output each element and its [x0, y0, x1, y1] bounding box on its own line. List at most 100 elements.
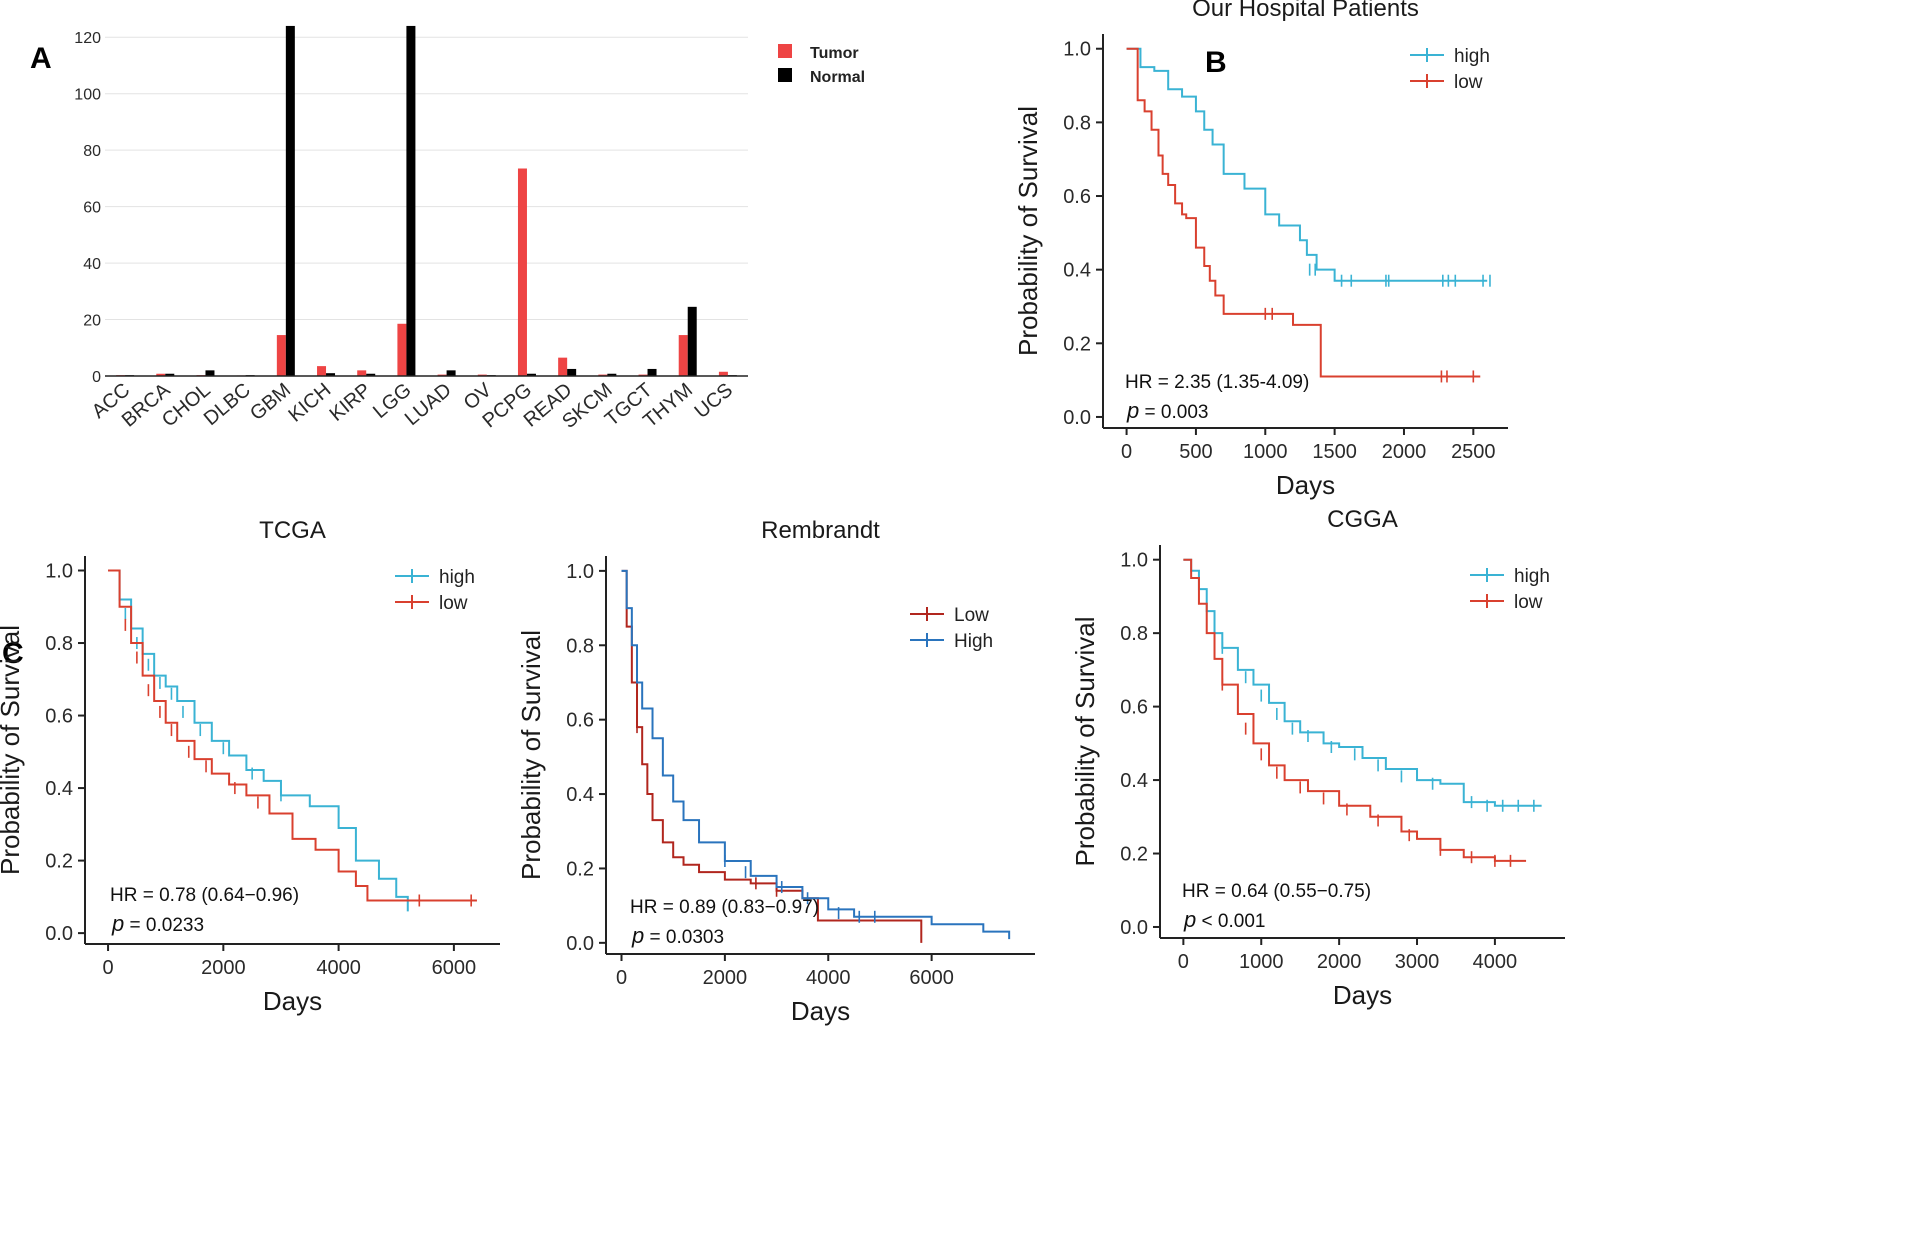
x-tick-label: 2500 [1451, 441, 1496, 463]
x-tick-label: 6000 [909, 967, 954, 989]
y-tick-label: 0.8 [45, 633, 73, 655]
y-tick-label: 0.0 [566, 933, 594, 955]
x-axis-label: Days [791, 996, 850, 1026]
plot-title: Rembrandt [761, 517, 880, 544]
km-plot-hospital: Our Hospital Patients 0.0 0.2 0.4 0.6 0.8 1.0 0… [1013, 0, 1508, 500]
hazard-ratio-text: HR = 0.78 (0.64−0.96) [110, 885, 299, 906]
x-tick-label: 0 [616, 967, 627, 989]
plot-title: TCGA [259, 517, 326, 544]
x-tick-label: 0 [102, 957, 113, 979]
survival-curve-high [621, 569, 1011, 940]
legend-label-low: low [1454, 72, 1483, 93]
plot-title: CGGA [1327, 506, 1398, 533]
y-tick-label: 0.2 [1120, 844, 1148, 866]
normal-bar-brca [165, 373, 175, 376]
x-tick-label: 2000 [1317, 951, 1362, 973]
legend-label-high: high [439, 567, 475, 588]
panel-letter-a: A [30, 42, 52, 75]
p-value: = 0.0233 [124, 915, 204, 936]
normal-bar-gbm [285, 25, 295, 376]
legend-label-high: High [954, 631, 993, 652]
normal-bar-skcm [607, 373, 617, 376]
y-axis-label: Probability of Survival [0, 625, 25, 875]
y-tick-label: 0.6 [1063, 186, 1091, 208]
p-value-text: p < 0.001 [1183, 907, 1265, 932]
x-axis-label: Days [1333, 980, 1392, 1010]
p-value: < 0.001 [1196, 911, 1265, 932]
y-tick-label: 0.4 [1063, 260, 1091, 282]
survival-curve-low [1183, 558, 1527, 862]
x-tick-label: GBM [246, 379, 295, 425]
y-axis-label: Probability of Survival [1070, 617, 1100, 867]
legend-swatch-tumor [778, 44, 792, 58]
y-tick-label: 20 [83, 313, 101, 330]
x-tick-label: 4000 [806, 967, 851, 989]
normal-bar-chol [205, 370, 215, 376]
x-axis-label: Days [1276, 470, 1335, 500]
y-tick-label: 0.8 [566, 635, 594, 657]
y-tick-label: 0.6 [45, 706, 73, 728]
legend-label-normal: Normal [810, 69, 865, 86]
p-value-text: p = 0.0233 [111, 911, 204, 936]
x-tick-label: UCS [691, 379, 737, 423]
x-tick-label: 0 [1178, 951, 1189, 973]
x-tick-label: 4000 [1473, 951, 1518, 973]
y-tick-label: 100 [74, 87, 101, 104]
x-axis-label: Days [263, 986, 322, 1016]
survival-curve-low [621, 569, 923, 943]
km-plot-rembrandt: Rembrandt 0.0 0.2 0.4 0.6 0.8 1.0 0 2000 4000 6000… [516, 517, 1035, 1026]
y-tick-label: 60 [83, 200, 101, 217]
normal-bar-pcpg [526, 373, 536, 376]
x-tick-label: KICH [284, 379, 335, 427]
legend-label-low: Low [954, 605, 989, 626]
y-tick-label: 1.0 [566, 561, 594, 583]
y-tick-label: 40 [83, 256, 101, 273]
x-tick-label: 4000 [316, 957, 361, 979]
survival-curve-high [1183, 558, 1542, 807]
y-tick-label: 0.8 [1063, 112, 1091, 134]
plot-title: Our Hospital Patients [1192, 0, 1419, 22]
hazard-ratio-text: HR = 2.35 (1.35-4.09) [1125, 372, 1309, 393]
x-tick-label: LUAD [401, 379, 456, 430]
y-tick-label: 0.8 [1120, 623, 1148, 645]
x-tick-label: DLBC [200, 379, 255, 430]
y-tick-label: 0.4 [1120, 770, 1148, 792]
y-axis-label: Probability of Survival [1013, 106, 1043, 356]
y-tick-label: 80 [83, 143, 101, 160]
survival-curve-high [108, 569, 409, 912]
x-tick-label: 2000 [201, 957, 246, 979]
normal-bar-thym [687, 306, 697, 376]
x-tick-label: 500 [1179, 441, 1212, 463]
tumor-bar-read [558, 357, 568, 376]
legend-swatch-normal [778, 68, 792, 82]
p-value-text: p = 0.003 [1126, 398, 1208, 423]
y-tick-label: 0.6 [1120, 697, 1148, 719]
y-tick-label: 1.0 [1063, 39, 1091, 61]
y-tick-label: 120 [74, 30, 101, 47]
x-tick-label: 2000 [1382, 441, 1427, 463]
survival-curve-high [1126, 47, 1488, 282]
survival-curve-low [108, 569, 477, 902]
p-symbol: p [1126, 398, 1139, 423]
normal-bar-luad [446, 370, 456, 376]
y-tick-label: 0.2 [45, 851, 73, 873]
y-tick-label: 0.6 [566, 710, 594, 732]
x-tick-label: 3000 [1395, 951, 1440, 973]
x-tick-label: KIRP [326, 379, 376, 426]
y-axis-label: Probability of Survival [516, 630, 546, 880]
tumor-bar-kich [317, 366, 327, 376]
x-tick-label: 6000 [432, 957, 477, 979]
y-tick-label: 0.2 [1063, 333, 1091, 355]
hazard-ratio-text: HR = 0.64 (0.55−0.75) [1182, 881, 1371, 902]
y-tick-label: 0.0 [1063, 407, 1091, 429]
legend-label-low: low [439, 593, 468, 614]
tumor-bar-thym [678, 335, 688, 376]
y-tick-label: 0.2 [566, 858, 594, 880]
normal-bar-tgct [647, 368, 657, 376]
p-value-text: p = 0.0303 [631, 923, 724, 948]
panel-letter-c: C [2, 637, 24, 670]
tumor-bar-gbm [276, 335, 286, 376]
y-tick-label: 0.4 [45, 778, 73, 800]
y-tick-label: 1.0 [45, 561, 73, 583]
